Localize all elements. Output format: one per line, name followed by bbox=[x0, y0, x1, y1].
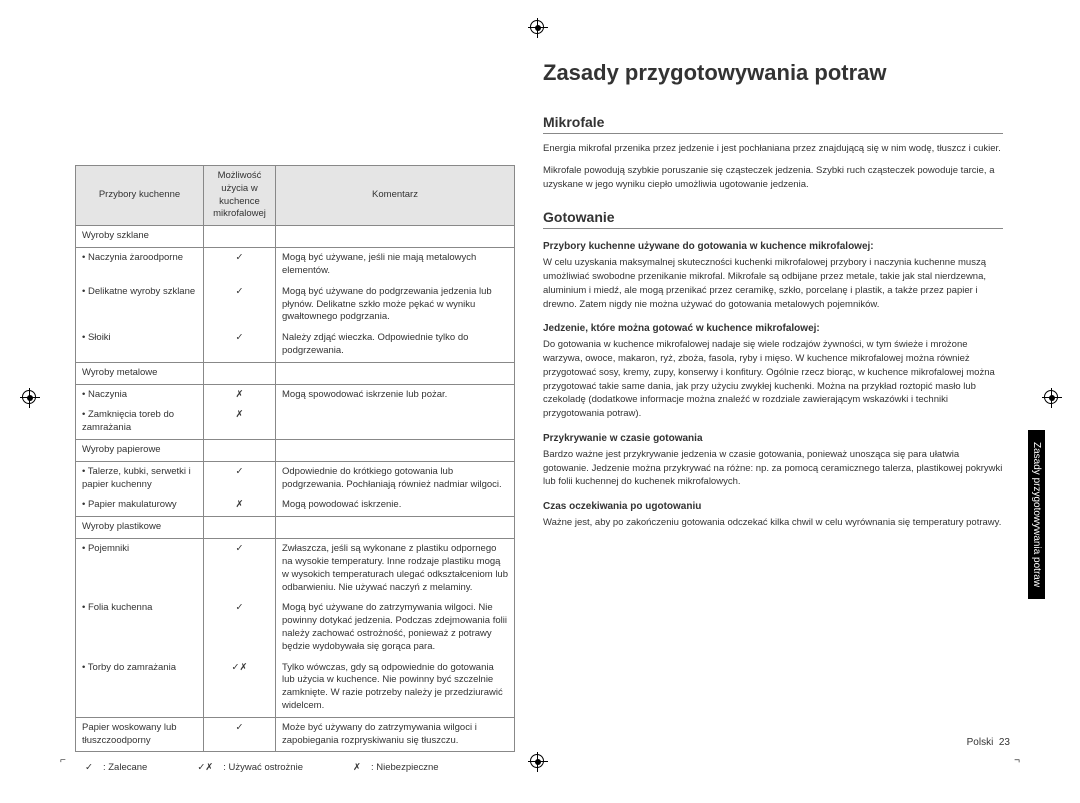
page-footer: Polski 23 bbox=[967, 737, 1010, 748]
mikrofale-p2: Mikrofale powodują szybkie poruszanie si… bbox=[543, 164, 1003, 192]
gotowanie-p3: Bardzo ważne jest przykrywanie jedzenia … bbox=[543, 448, 1003, 489]
subhead-3: Przykrywanie w czasie gotowania bbox=[543, 433, 1003, 444]
legend: ✓: Zalecane ✓✗: Używać ostrożnie ✗: Niebez… bbox=[75, 762, 515, 773]
legend-item: ✗: Niebezpieczne bbox=[353, 762, 439, 773]
table-row: Wyroby szklane bbox=[76, 226, 515, 248]
heading-gotowanie: Gotowanie bbox=[543, 209, 1003, 229]
table-row: Talerze, kubki, serwetki i papier kuchen… bbox=[76, 461, 515, 495]
table-row: Wyroby plastikowe bbox=[76, 517, 515, 539]
crop-mark-icon: ¬ bbox=[1014, 755, 1020, 766]
table-row: Wyroby papierowe bbox=[76, 440, 515, 462]
left-column: Przybory kuchenne Możliwość użycia w kuc… bbox=[75, 60, 515, 773]
table-row: Folia kuchenna✓Mogą być używane do zatrz… bbox=[76, 598, 515, 657]
table-row: Papier makulaturowy✗Mogą powodować iskrz… bbox=[76, 495, 515, 516]
heading-mikrofale: Mikrofale bbox=[543, 114, 1003, 134]
table-row: Naczynia✗Mogą spowodować iskrzenie lub p… bbox=[76, 384, 515, 405]
page-title: Zasady przygotowywania potraw bbox=[543, 60, 1003, 86]
subhead-4: Czas oczekiwania po ugotowaniu bbox=[543, 501, 1003, 512]
table-row: Torby do zamrażania✓✗Tylko wówczas, gdy … bbox=[76, 658, 515, 718]
th-usability: Możliwość użycia w kuchence mikrofalowej bbox=[204, 166, 276, 226]
registration-mark-icon bbox=[530, 754, 544, 768]
legend-item: ✓: Zalecane bbox=[85, 762, 147, 773]
table-row: Słoiki✓Należy zdjąć wieczka. Odpowiednie… bbox=[76, 328, 515, 362]
table-row: Zamknięcia toreb do zamrażania✗ bbox=[76, 405, 515, 439]
th-comment: Komentarz bbox=[276, 166, 515, 226]
gotowanie-p1: W celu uzyskania maksymalnej skutecznośc… bbox=[543, 256, 1003, 311]
registration-mark-icon bbox=[1044, 390, 1058, 404]
legend-item: ✓✗: Używać ostrożnie bbox=[197, 762, 303, 773]
table-row: Wyroby metalowe bbox=[76, 362, 515, 384]
th-utensils: Przybory kuchenne bbox=[76, 166, 204, 226]
table-row: Pojemniki✓Zwłaszcza, jeśli są wykonane z… bbox=[76, 539, 515, 599]
gotowanie-p2: Do gotowania w kuchence mikrofalowej nad… bbox=[543, 338, 1003, 421]
subhead-2: Jedzenie, które można gotować w kuchence… bbox=[543, 323, 1003, 334]
registration-mark-icon bbox=[530, 20, 544, 34]
table-row: Papier woskowany lub tłuszczoodporny✓Moż… bbox=[76, 717, 515, 752]
side-tab: Zasady przygotowywania potraw bbox=[1028, 430, 1045, 599]
crop-mark-icon: ⌐ bbox=[60, 755, 66, 766]
mikrofale-p1: Energia mikrofal przenika przez jedzenie… bbox=[543, 142, 1003, 156]
right-column: Zasady przygotowywania potraw Mikrofale … bbox=[543, 60, 1003, 773]
registration-mark-icon bbox=[22, 390, 36, 404]
cookware-table: Przybory kuchenne Możliwość użycia w kuc… bbox=[75, 165, 515, 752]
gotowanie-p4: Ważne jest, aby po zakończeniu gotowania… bbox=[543, 516, 1003, 530]
table-row: Naczynia żaroodporne✓Mogą być używane, j… bbox=[76, 248, 515, 282]
subhead-1: Przybory kuchenne używane do gotowania w… bbox=[543, 241, 1003, 252]
table-row: Delikatne wyroby szklane✓Mogą być używan… bbox=[76, 282, 515, 328]
